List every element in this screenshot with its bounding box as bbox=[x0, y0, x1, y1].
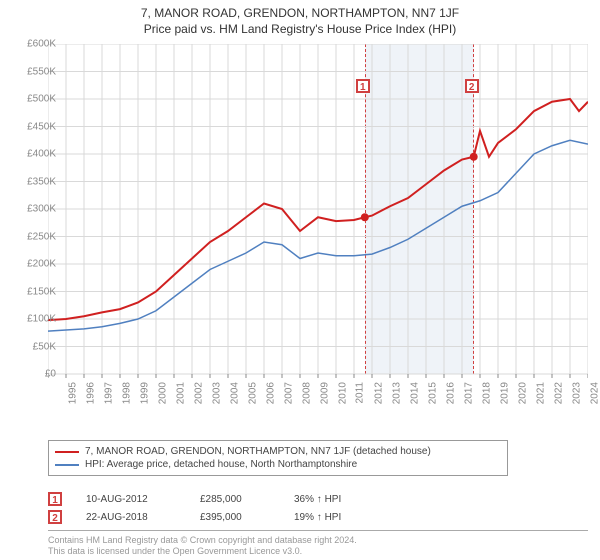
y-tick-label: £50K bbox=[33, 341, 56, 352]
event-price: £285,000 bbox=[200, 494, 270, 505]
y-tick-label: £300K bbox=[27, 204, 56, 215]
event-marker-1: 1 bbox=[48, 492, 62, 506]
y-tick-label: £100K bbox=[27, 314, 56, 325]
y-tick-label: £0 bbox=[45, 369, 56, 380]
y-tick-label: £400K bbox=[27, 149, 56, 160]
x-tick-label: 2013 bbox=[391, 382, 402, 404]
x-tick-label: 2009 bbox=[319, 382, 330, 404]
event-table: 1 10-AUG-2012 £285,000 36% ↑ HPI 2 22-AU… bbox=[48, 490, 384, 526]
x-tick-label: 2002 bbox=[193, 382, 204, 404]
x-tick-label: 2022 bbox=[553, 382, 564, 404]
x-tick-label: 2014 bbox=[409, 382, 420, 404]
line-chart-svg bbox=[48, 44, 588, 394]
x-tick-label: 2000 bbox=[157, 382, 168, 404]
x-tick-label: 2008 bbox=[301, 382, 312, 404]
x-tick-label: 2024 bbox=[589, 382, 600, 404]
chart-event-label-1: 1 bbox=[356, 79, 370, 93]
x-tick-label: 2006 bbox=[265, 382, 276, 404]
x-tick-label: 2011 bbox=[355, 382, 366, 404]
legend-label-hpi: HPI: Average price, detached house, Nort… bbox=[85, 459, 357, 470]
x-tick-label: 2004 bbox=[229, 382, 240, 404]
legend-swatch-property bbox=[55, 451, 79, 453]
x-tick-label: 2018 bbox=[481, 382, 492, 404]
event-row: 2 22-AUG-2018 £395,000 19% ↑ HPI bbox=[48, 508, 384, 526]
x-tick-label: 2017 bbox=[463, 382, 474, 404]
event-date: 22-AUG-2018 bbox=[86, 512, 176, 523]
legend-row: HPI: Average price, detached house, Nort… bbox=[55, 458, 501, 471]
y-tick-label: £550K bbox=[27, 66, 56, 77]
x-tick-label: 2023 bbox=[571, 382, 582, 404]
chart-title: 7, MANOR ROAD, GRENDON, NORTHAMPTON, NN7… bbox=[0, 6, 600, 20]
y-tick-label: £500K bbox=[27, 94, 56, 105]
event-price: £395,000 bbox=[200, 512, 270, 523]
chart-subtitle: Price paid vs. HM Land Registry's House … bbox=[0, 22, 600, 36]
chart-legend: 7, MANOR ROAD, GRENDON, NORTHAMPTON, NN7… bbox=[48, 440, 508, 476]
event-hpi: 19% ↑ HPI bbox=[294, 512, 384, 523]
legend-swatch-hpi bbox=[55, 464, 79, 466]
x-tick-label: 1997 bbox=[103, 382, 114, 404]
x-tick-label: 2021 bbox=[535, 382, 546, 404]
x-tick-label: 1996 bbox=[85, 382, 96, 404]
x-tick-label: 2019 bbox=[499, 382, 510, 404]
x-tick-label: 1998 bbox=[121, 382, 132, 404]
legend-label-property: 7, MANOR ROAD, GRENDON, NORTHAMPTON, NN7… bbox=[85, 446, 431, 457]
event-hpi: 36% ↑ HPI bbox=[294, 494, 384, 505]
chart-footer: Contains HM Land Registry data © Crown c… bbox=[48, 530, 588, 557]
legend-row: 7, MANOR ROAD, GRENDON, NORTHAMPTON, NN7… bbox=[55, 445, 501, 458]
y-tick-label: £450K bbox=[27, 121, 56, 132]
chart-event-label-2: 2 bbox=[465, 79, 479, 93]
y-tick-label: £150K bbox=[27, 286, 56, 297]
x-tick-label: 2016 bbox=[445, 382, 456, 404]
x-tick-label: 2001 bbox=[175, 382, 186, 404]
x-tick-label: 2020 bbox=[517, 382, 528, 404]
x-tick-label: 1995 bbox=[67, 382, 78, 404]
chart-plot-area: 12 bbox=[48, 44, 588, 394]
x-tick-label: 2015 bbox=[427, 382, 438, 404]
x-tick-label: 2012 bbox=[373, 382, 384, 404]
footer-line-2: This data is licensed under the Open Gov… bbox=[48, 546, 588, 557]
y-tick-label: £350K bbox=[27, 176, 56, 187]
x-tick-label: 2010 bbox=[337, 382, 348, 404]
x-tick-label: 2007 bbox=[283, 382, 294, 404]
x-tick-label: 1999 bbox=[139, 382, 150, 404]
y-tick-label: £250K bbox=[27, 231, 56, 242]
x-tick-label: 2003 bbox=[211, 382, 222, 404]
footer-line-1: Contains HM Land Registry data © Crown c… bbox=[48, 535, 588, 546]
event-marker-2: 2 bbox=[48, 510, 62, 524]
event-row: 1 10-AUG-2012 £285,000 36% ↑ HPI bbox=[48, 490, 384, 508]
event-date: 10-AUG-2012 bbox=[86, 494, 176, 505]
y-tick-label: £600K bbox=[27, 39, 56, 50]
y-tick-label: £200K bbox=[27, 259, 56, 270]
chart-header: 7, MANOR ROAD, GRENDON, NORTHAMPTON, NN7… bbox=[0, 0, 600, 36]
x-tick-label: 2005 bbox=[247, 382, 258, 404]
